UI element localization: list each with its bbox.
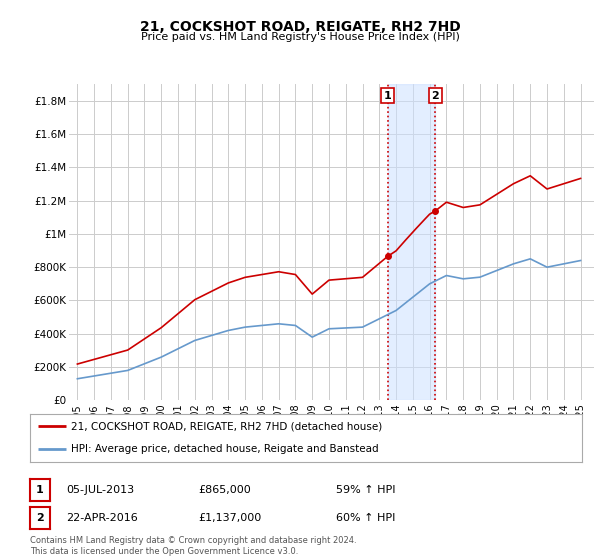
- Text: 05-JUL-2013: 05-JUL-2013: [66, 485, 134, 495]
- Text: Price paid vs. HM Land Registry's House Price Index (HPI): Price paid vs. HM Land Registry's House …: [140, 32, 460, 43]
- Text: 60% ↑ HPI: 60% ↑ HPI: [336, 513, 395, 523]
- Text: 2: 2: [36, 513, 44, 523]
- Text: 1: 1: [36, 485, 44, 495]
- Text: 1: 1: [384, 91, 392, 101]
- Text: HPI: Average price, detached house, Reigate and Banstead: HPI: Average price, detached house, Reig…: [71, 444, 379, 454]
- Text: 59% ↑ HPI: 59% ↑ HPI: [336, 485, 395, 495]
- Text: £1,137,000: £1,137,000: [198, 513, 261, 523]
- Text: 2: 2: [431, 91, 439, 101]
- Text: 22-APR-2016: 22-APR-2016: [66, 513, 138, 523]
- Text: Contains HM Land Registry data © Crown copyright and database right 2024.
This d: Contains HM Land Registry data © Crown c…: [30, 536, 356, 556]
- Text: 21, COCKSHOT ROAD, REIGATE, RH2 7HD: 21, COCKSHOT ROAD, REIGATE, RH2 7HD: [140, 20, 460, 34]
- Text: 21, COCKSHOT ROAD, REIGATE, RH2 7HD (detached house): 21, COCKSHOT ROAD, REIGATE, RH2 7HD (det…: [71, 421, 383, 431]
- Text: £865,000: £865,000: [198, 485, 251, 495]
- Bar: [388, 84, 435, 400]
